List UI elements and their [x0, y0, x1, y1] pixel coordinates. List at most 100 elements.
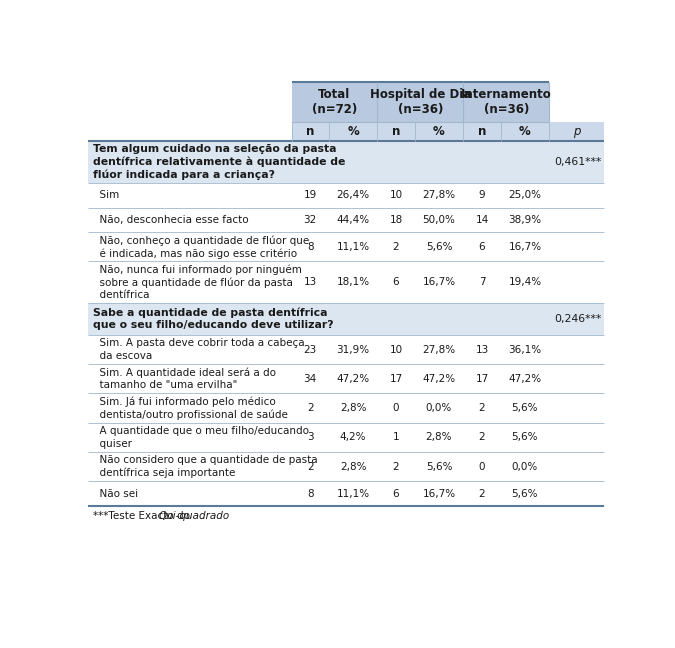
- Text: 2: 2: [307, 403, 313, 413]
- Text: 5,6%: 5,6%: [512, 489, 538, 498]
- Text: 8: 8: [307, 242, 313, 252]
- Text: Não, nunca fui informado por ninguém
  sobre a quantidade de flúor da pasta
  de: Não, nunca fui informado por ninguém sob…: [93, 264, 302, 300]
- Text: %: %: [519, 125, 531, 138]
- Text: 16,7%: 16,7%: [508, 242, 541, 252]
- Bar: [88, 393, 603, 422]
- Text: 47,2%: 47,2%: [508, 374, 541, 384]
- Text: 2: 2: [479, 489, 485, 498]
- Bar: [88, 422, 603, 452]
- Text: 2: 2: [479, 403, 485, 413]
- Text: 8: 8: [307, 489, 313, 498]
- Text: 2: 2: [307, 461, 313, 472]
- Bar: [501, 122, 549, 141]
- Bar: [88, 364, 603, 393]
- Text: 10: 10: [389, 345, 402, 354]
- Text: 50,0%: 50,0%: [423, 215, 456, 225]
- Text: 34: 34: [304, 374, 317, 384]
- Text: 32: 32: [304, 215, 317, 225]
- Text: 0,461***: 0,461***: [554, 157, 601, 167]
- Text: Hospital de Dia
(n=36): Hospital de Dia (n=36): [370, 87, 471, 115]
- Text: %: %: [347, 125, 359, 138]
- Text: Sim. Já fui informado pelo médico
  dentista/outro profissional de saúde: Sim. Já fui informado pelo médico dentis…: [93, 397, 288, 420]
- Bar: [88, 481, 603, 506]
- Text: 9: 9: [479, 190, 485, 200]
- Text: 10: 10: [389, 190, 402, 200]
- Text: 2: 2: [479, 432, 485, 443]
- Bar: [88, 183, 603, 207]
- Bar: [88, 303, 603, 335]
- Text: 16,7%: 16,7%: [423, 277, 456, 287]
- Bar: [292, 122, 329, 141]
- Text: Internamento
(n=36): Internamento (n=36): [461, 87, 551, 115]
- Text: 2,8%: 2,8%: [426, 432, 452, 443]
- Text: Não, conheço a quantidade de flúor que
  é indicada, mas não sigo esse critério: Não, conheço a quantidade de flúor que é…: [93, 235, 309, 259]
- Text: 18,1%: 18,1%: [337, 277, 370, 287]
- Text: A quantidade que o meu filho/educando
  quiser: A quantidade que o meu filho/educando qu…: [93, 426, 309, 448]
- Bar: [549, 82, 603, 122]
- Text: Não considero que a quantidade de pasta
  dentífrica seja importante: Não considero que a quantidade de pasta …: [93, 455, 317, 478]
- Text: 13: 13: [475, 345, 489, 354]
- Text: 11,1%: 11,1%: [337, 242, 370, 252]
- Text: n: n: [392, 125, 400, 138]
- Text: 5,6%: 5,6%: [512, 432, 538, 443]
- Text: 23: 23: [304, 345, 317, 354]
- Text: Sim. A quantidade ideal será a do
  tamanho de "uma ervilha": Sim. A quantidade ideal será a do tamanh…: [93, 367, 276, 390]
- Bar: [377, 122, 414, 141]
- Text: 0: 0: [479, 461, 485, 472]
- Text: 25,0%: 25,0%: [508, 190, 541, 200]
- Text: 14: 14: [475, 215, 489, 225]
- Bar: [88, 452, 603, 481]
- Text: 5,6%: 5,6%: [426, 461, 452, 472]
- Text: n: n: [306, 125, 315, 138]
- Text: 27,8%: 27,8%: [423, 190, 456, 200]
- Text: 6: 6: [479, 242, 485, 252]
- Text: 0,246***: 0,246***: [554, 314, 601, 324]
- Text: 17: 17: [475, 374, 489, 384]
- Bar: [88, 232, 603, 261]
- Text: Qui-quadrado: Qui-quadrado: [159, 511, 230, 522]
- Text: 11,1%: 11,1%: [337, 489, 370, 498]
- Text: p: p: [572, 125, 580, 138]
- Bar: [463, 122, 501, 141]
- Text: Não, desconhecia esse facto: Não, desconhecia esse facto: [93, 215, 248, 225]
- Bar: [549, 122, 603, 141]
- Bar: [463, 82, 549, 122]
- Text: 47,2%: 47,2%: [337, 374, 370, 384]
- Text: 19,4%: 19,4%: [508, 277, 541, 287]
- Text: 1: 1: [393, 432, 400, 443]
- Bar: [88, 335, 603, 364]
- Text: 47,2%: 47,2%: [423, 374, 456, 384]
- Text: 3: 3: [307, 432, 313, 443]
- Bar: [377, 82, 463, 122]
- Text: 6: 6: [393, 277, 400, 287]
- Text: Total
(n=72): Total (n=72): [312, 87, 357, 115]
- Text: .: .: [200, 511, 204, 522]
- Text: 2,8%: 2,8%: [340, 461, 367, 472]
- Text: 5,6%: 5,6%: [512, 403, 538, 413]
- Bar: [88, 122, 292, 141]
- Text: 17: 17: [389, 374, 403, 384]
- Text: Sim: Sim: [93, 190, 119, 200]
- Text: 38,9%: 38,9%: [508, 215, 541, 225]
- Bar: [88, 207, 603, 232]
- Text: 18: 18: [389, 215, 403, 225]
- Text: 44,4%: 44,4%: [337, 215, 370, 225]
- Text: 6: 6: [393, 489, 400, 498]
- Text: 31,9%: 31,9%: [337, 345, 370, 354]
- Text: Sabe a quantidade de pasta dentífrica
que o seu filho/educando deve utilizar?: Sabe a quantidade de pasta dentífrica qu…: [93, 307, 333, 330]
- Text: 0,0%: 0,0%: [426, 403, 452, 413]
- Text: 19: 19: [304, 190, 317, 200]
- Text: 13: 13: [304, 277, 317, 287]
- Text: 2,8%: 2,8%: [340, 403, 367, 413]
- Text: n: n: [478, 125, 486, 138]
- Text: 0,0%: 0,0%: [512, 461, 538, 472]
- Bar: [329, 122, 377, 141]
- Text: 5,6%: 5,6%: [426, 242, 452, 252]
- Text: ***Teste Exacto do: ***Teste Exacto do: [93, 511, 193, 522]
- Text: Sim. A pasta deve cobrir toda a cabeça
  da escova: Sim. A pasta deve cobrir toda a cabeça d…: [93, 338, 304, 361]
- Text: 16,7%: 16,7%: [423, 489, 456, 498]
- Bar: [292, 82, 377, 122]
- Text: 7: 7: [479, 277, 485, 287]
- Text: 2: 2: [393, 461, 400, 472]
- Bar: [414, 122, 463, 141]
